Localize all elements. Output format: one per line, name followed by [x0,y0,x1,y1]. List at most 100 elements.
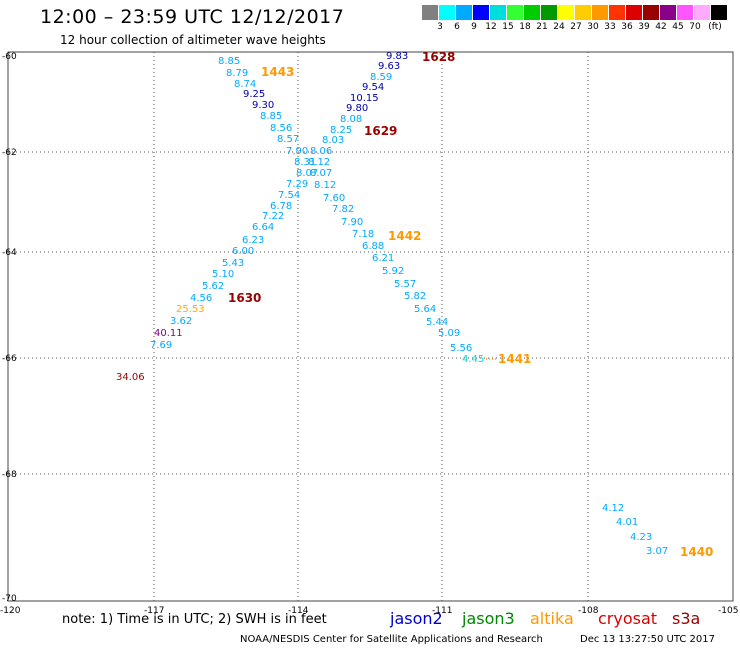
map-subtitle: 12 hour collection of altimeter wave hei… [60,33,326,47]
wave-height-value: 9.54 [362,82,384,93]
latitude-labels: -60 -62 -64 -66 -68 -70 [2,52,17,604]
latitude-label: -60 [2,52,17,62]
legend-label: 18 [519,22,531,32]
longitude-labels: -120 -117 -114 -111 -108 -105 [0,606,738,616]
pass-labels: 1628 1443 1629 1442 1630 1441 1440 [228,50,713,559]
longitude-label: -105 [718,606,738,616]
wave-height-value: 8.03 [322,135,344,146]
wave-height-value: 8.85 [260,111,282,122]
wave-height-value: 6.23 [242,235,264,246]
legend-label: 21 [536,22,548,32]
longitude-label: -111 [432,606,452,616]
legend-label: 33 [604,22,616,32]
pass-number-label: 1629 [364,124,397,138]
wave-height-value: 5.92 [382,266,404,277]
wave-height-value: 9.83 [386,51,408,62]
wave-height-value: 4.23 [630,532,652,543]
wave-height-value: 8.12 [308,157,330,168]
legend-swatch [507,5,523,20]
latitude-label: -66 [2,354,17,364]
longitude-label: -117 [144,606,164,616]
wave-height-value: 7.90 [341,217,363,228]
wave-height-value: 9.25 [243,89,265,100]
wave-height-value: 3.62 [170,316,192,327]
pass-number-label: 1440 [680,545,713,559]
wave-height-value: 9.63 [378,61,400,72]
legend-swatch [439,5,455,20]
legend-label: 42 [655,22,667,32]
wave-height-value: 8.07 [296,168,318,179]
legend-label: 70 [689,22,701,32]
wave-height-value: 6.78 [270,201,292,212]
legend-swatch [422,5,438,20]
wave-height-value: 6.88 [362,241,384,252]
satellite-jason2: jason2 [390,609,443,628]
satellite-jason3: jason3 [462,609,515,628]
legend-label: 30 [587,22,599,32]
legend-swatch [643,5,659,20]
legend-label: 27 [570,22,582,32]
pass-number-label: 1628 [422,50,455,64]
longitude-label: -114 [288,606,309,616]
wave-height-value: 5.56 [450,343,472,354]
wave-height-value: 8.12 [314,180,336,191]
satellite-jason2-label: jason2 [390,609,443,628]
legend-swatch [473,5,489,20]
wave-height-value: 40.11 [154,328,183,339]
wave-height-value: 7.69 [150,340,172,351]
wave-height-value: 6.21 [372,253,394,264]
wave-height-value: 5.57 [394,279,416,290]
legend-label: 6 [454,22,460,32]
wave-height-value: 5.64 [414,304,436,315]
wave-height-value: 4.12 [602,503,624,514]
latitude-label: -62 [2,148,17,158]
wave-height-value: 7.18 [352,229,374,240]
wave-height-value: 5.62 [202,281,224,292]
wave-height-value: 7.22 [262,211,284,222]
legend-swatch [558,5,574,20]
wave-height-value: 8.79 [226,68,248,79]
wave-height-value: 9.80 [346,103,368,114]
legend-swatch [524,5,540,20]
legend-swatch [490,5,506,20]
wave-height-value: 8.56 [270,123,292,134]
legend-swatch [694,5,710,20]
legend-swatch [660,5,676,20]
wave-height-value: 8.06 [310,146,332,157]
wave-height-value: 8.85 [218,56,240,67]
wave-height-value: 7.90 [286,146,308,157]
legend-label: 12 [485,22,497,32]
legend-swatch [711,5,727,20]
legend-swatch [626,5,642,20]
legend-swatch [592,5,608,20]
map-title: 12:00 – 23:59 UTC 12/12/2017 [40,6,345,28]
satellite-cryosat-label: cryosat [598,609,658,628]
footer-agency: NOAA/NESDIS Center for Satellite Applica… [240,634,543,645]
wave-height-value: 6.00 [232,246,254,257]
legend-label: 24 [553,22,565,32]
note-text: note: 1) Time is in UTC; 2) SWH is in fe… [62,612,327,627]
wave-height-value: 5.82 [404,291,426,302]
legend-label: 45 [672,22,684,32]
wave-height-value: 8.07 [310,168,332,179]
wave-height-value: 5.10 [212,269,234,280]
legend-swatch [609,5,625,20]
satellite-altika-label: altika [530,609,574,628]
pass-number-label: 1442 [388,229,421,243]
wave-height-value: 25.53 [176,304,205,315]
legend-unit: (ft) [708,22,722,32]
wave-height-value: 4.01 [616,517,638,528]
wave-height-value: 8.31 [294,157,316,168]
wave-height-value: 10.15 [350,93,379,104]
legend-swatch [541,5,557,20]
wave-height-value: 5.43 [222,258,244,269]
satellite-altika: altika [530,609,574,628]
pass-number-label: 1443 [261,65,294,79]
latitude-label: -64 [2,248,17,258]
wave-height-value: 9.30 [252,100,274,111]
longitude-label: -108 [578,606,599,616]
wave-height-value: 8.74 [234,79,256,90]
legend-label: 9 [471,22,477,32]
